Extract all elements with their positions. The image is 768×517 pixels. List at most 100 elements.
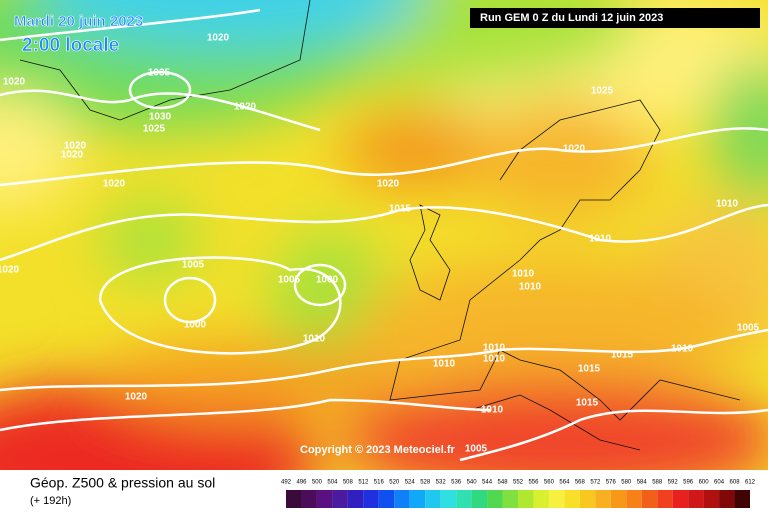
scale-swatch bbox=[579, 490, 596, 508]
date: Mardi 20 juin 2023 bbox=[14, 13, 143, 30]
scale-label: 512 bbox=[358, 480, 369, 486]
isobar-label: 1030 bbox=[149, 112, 172, 123]
scale-swatch bbox=[626, 490, 642, 508]
isobar-label: 1010 bbox=[483, 343, 506, 354]
scale-swatch bbox=[688, 490, 704, 508]
isobar-label: 1010 bbox=[671, 344, 694, 355]
scale-swatch bbox=[719, 490, 735, 508]
scale-label: 604 bbox=[714, 480, 725, 486]
isobar-label: 1015 bbox=[578, 364, 601, 375]
scale-label: 584 bbox=[637, 480, 648, 486]
scale-label: 544 bbox=[482, 480, 493, 486]
coastline bbox=[409, 204, 451, 301]
scale-label: 596 bbox=[683, 480, 694, 486]
scale-label: 540 bbox=[467, 480, 478, 486]
scale-label: 524 bbox=[405, 480, 416, 486]
scale-swatch bbox=[301, 490, 317, 508]
run-info: Run GEM 0 Z du Lundi 12 juin 2023 bbox=[480, 12, 663, 24]
scale-swatch bbox=[363, 490, 379, 508]
isobar-label: 1020 bbox=[0, 265, 20, 276]
scale-label: 556 bbox=[528, 480, 539, 486]
scale-swatch bbox=[518, 490, 534, 508]
color-scale: 492 496 500 504 508 512 516 520 524 528 532 536 540 5… bbox=[281, 480, 756, 508]
scale-swatch bbox=[672, 490, 689, 508]
isobar-label: 1005 bbox=[182, 260, 205, 271]
scale-swatch bbox=[548, 490, 565, 508]
scale-label: 508 bbox=[343, 480, 354, 486]
run-box bbox=[470, 8, 760, 28]
scale-label: 528 bbox=[420, 480, 431, 486]
footer-title: Géop. Z500 & pression au sol bbox=[30, 475, 215, 491]
isobar-label: 1010 bbox=[483, 354, 506, 365]
isobar-label: 1000 bbox=[184, 320, 207, 331]
isobar-label: 1035 bbox=[148, 68, 171, 79]
scale-label: 500 bbox=[312, 480, 323, 486]
scale-label: 572 bbox=[590, 480, 601, 486]
scale-swatch bbox=[564, 490, 580, 508]
scale-label: 600 bbox=[699, 480, 710, 486]
scale-label: 532 bbox=[436, 480, 447, 486]
scale-swatch bbox=[425, 490, 441, 508]
scale-label: 496 bbox=[296, 480, 307, 486]
isobar-label: 1010 bbox=[481, 405, 504, 416]
scale-label: 516 bbox=[374, 480, 385, 486]
isobar-label: 1010 bbox=[589, 234, 612, 245]
scale-swatch bbox=[703, 490, 720, 508]
scale-swatch bbox=[440, 490, 457, 508]
coastline bbox=[389, 99, 741, 421]
scale-label: 608 bbox=[730, 480, 741, 486]
isobar-label: 1005 bbox=[465, 444, 488, 455]
scale-swatch bbox=[502, 490, 518, 508]
isobar-label: 1005 bbox=[737, 323, 760, 334]
isobar-label: 1020 bbox=[234, 102, 257, 113]
scale-label: 560 bbox=[544, 480, 555, 486]
scale-swatch bbox=[394, 490, 410, 508]
scale-label: 612 bbox=[745, 480, 756, 486]
scale-swatch bbox=[286, 490, 302, 508]
scale-swatch bbox=[595, 490, 611, 508]
isobar-label: 1020 bbox=[103, 179, 126, 190]
scale-swatch bbox=[610, 490, 627, 508]
scale-label: 536 bbox=[451, 480, 462, 486]
isobars bbox=[0, 8, 768, 462]
scale-label: 564 bbox=[559, 480, 570, 486]
isobar-label: 1020 bbox=[377, 179, 400, 190]
isobar-label: 1015 bbox=[576, 398, 599, 409]
scale-label: 580 bbox=[621, 480, 632, 486]
scale-swatch bbox=[657, 490, 673, 508]
isobar-label: 1010 bbox=[716, 199, 739, 210]
scale-label: 552 bbox=[513, 480, 524, 486]
lead-time: (+ 192h) bbox=[30, 495, 71, 507]
scale-label: 568 bbox=[575, 480, 586, 486]
scale-label: 504 bbox=[327, 480, 338, 486]
isobar-label: 1000 bbox=[316, 275, 339, 286]
scale-swatch bbox=[378, 490, 395, 508]
isobar-label: 1010 bbox=[519, 282, 542, 293]
scale-label: 588 bbox=[652, 480, 663, 486]
isobar-labels: 1020102010351030102510201020102010201025… bbox=[0, 33, 760, 455]
scale-swatch bbox=[409, 490, 426, 508]
scale-label: 520 bbox=[389, 480, 400, 486]
scale-swatch bbox=[316, 490, 333, 508]
isobar-label: 1020 bbox=[207, 33, 230, 44]
isobar-label: 1005 bbox=[278, 275, 301, 286]
scale-swatch bbox=[734, 490, 750, 508]
scale-swatch bbox=[332, 490, 348, 508]
copyright: Copyright © 2023 Meteociel.fr bbox=[300, 444, 456, 456]
isobar-label: 1015 bbox=[611, 350, 634, 361]
scale-swatch bbox=[347, 490, 364, 508]
scale-swatch bbox=[641, 490, 658, 508]
isobar-label: 1020 bbox=[61, 150, 84, 161]
isobar-label: 1020 bbox=[125, 392, 148, 403]
isobar-label: 1010 bbox=[512, 269, 535, 280]
isobar-label: 1010 bbox=[303, 334, 326, 345]
coastline bbox=[19, 0, 311, 121]
isobar-label: 1015 bbox=[389, 204, 412, 215]
scale-label: 492 bbox=[281, 480, 292, 486]
scale-swatch bbox=[471, 490, 488, 508]
scale-swatch bbox=[487, 490, 503, 508]
isobar-label: 1020 bbox=[64, 141, 87, 152]
isobar-label: 1025 bbox=[143, 124, 166, 135]
scale-label: 592 bbox=[668, 480, 679, 486]
